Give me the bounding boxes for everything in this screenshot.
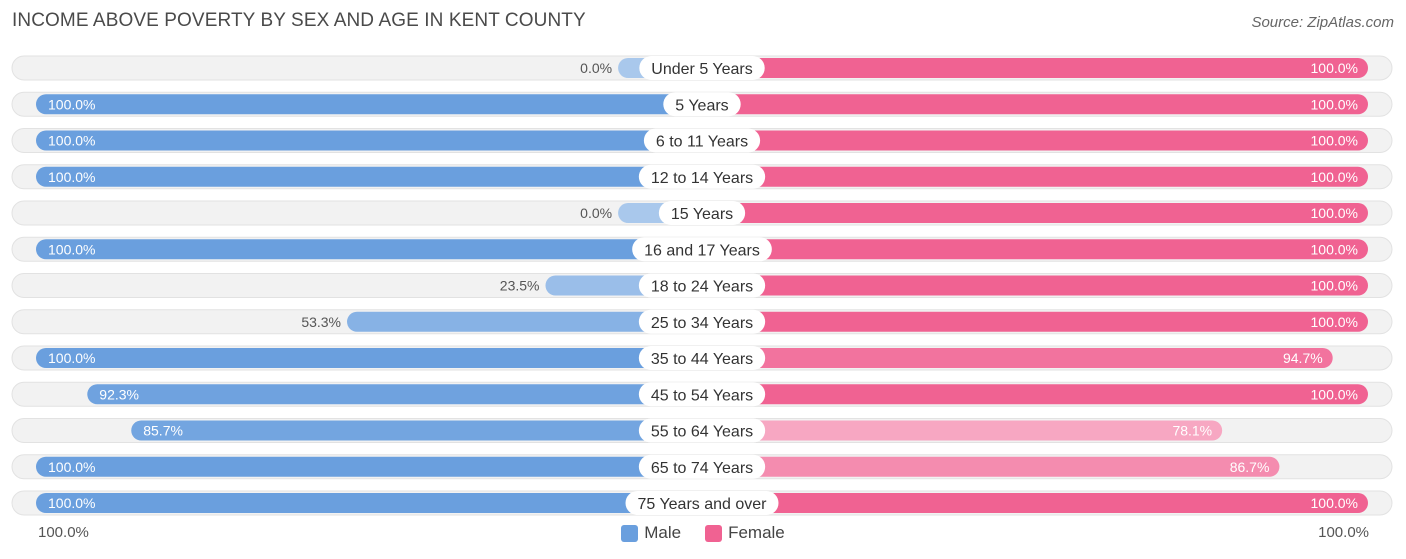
female-bar: [702, 166, 1368, 187]
category-label: 12 to 14 Years: [651, 170, 753, 187]
category-pill: [639, 56, 765, 80]
category-label: 65 to 74 Years: [651, 460, 753, 477]
male-bar: [36, 94, 702, 115]
female-value-label: 100.0%: [1311, 241, 1358, 257]
male-value-label: 100.0%: [48, 459, 95, 475]
category-label: 15 Years: [671, 206, 733, 223]
female-value-label: 100.0%: [1311, 278, 1358, 294]
male-value-label: 100.0%: [48, 495, 95, 511]
female-value-label: 100.0%: [1311, 96, 1358, 112]
male-bar: [36, 493, 702, 513]
category-pill: [625, 491, 779, 515]
male-value-label: 23.5%: [500, 278, 540, 294]
category-label: 25 to 34 Years: [651, 315, 753, 332]
category-pill: [643, 128, 761, 153]
female-bar: [702, 384, 1368, 405]
female-value-label: 100.0%: [1311, 314, 1358, 330]
category-label: 16 and 17 Years: [644, 242, 760, 259]
category-label: 6 to 11 Years: [656, 134, 748, 151]
female-swatch: [705, 524, 723, 542]
male-bar: [36, 348, 702, 368]
female-value-label: 100.0%: [1311, 495, 1358, 511]
female-bar: [702, 348, 1333, 368]
male-bar: [36, 166, 702, 187]
axis-left-label: 100.0%: [38, 524, 89, 541]
female-bar: [702, 493, 1368, 513]
axis-right-label: 100.0%: [1318, 524, 1369, 541]
category-pill: [663, 92, 741, 117]
legend-item-male: Male: [621, 523, 681, 543]
female-bar: [702, 94, 1368, 115]
legend-female-label: Female: [728, 523, 785, 542]
category-pill: [638, 309, 766, 334]
female-value-label: 100.0%: [1311, 205, 1358, 221]
category-pill: [632, 237, 772, 262]
male-value-label: 100.0%: [48, 96, 95, 112]
male-value-label: 100.0%: [48, 169, 95, 185]
male-bar: [347, 311, 702, 332]
legend-male-label: Male: [644, 523, 682, 542]
female-bar: [702, 311, 1368, 332]
category-label: Under 5 Years: [651, 61, 752, 78]
male-bar: [36, 456, 702, 477]
legend-item-female: Female: [705, 523, 785, 543]
female-bar: [702, 239, 1368, 260]
male-value-label: 85.7%: [143, 423, 183, 439]
male-value-label: 100.0%: [48, 350, 95, 366]
female-value-label: 100.0%: [1311, 133, 1358, 149]
female-bar: [702, 456, 1280, 477]
category-pill: [638, 346, 766, 370]
male-value-label: 100.0%: [48, 241, 95, 257]
category-label: 18 to 24 Years: [651, 279, 753, 296]
diverging-bar-chart: 0.0% 100.0% Under 5 Years 100.0% 100.0% 5 Yea…: [11, 55, 1393, 516]
female-value-label: 100.0%: [1311, 60, 1358, 76]
female-value-label: 94.7%: [1283, 350, 1323, 366]
male-bar: [36, 239, 702, 260]
female-value-label: 78.1%: [1172, 423, 1212, 439]
male-value-label: 0.0%: [580, 205, 612, 221]
category-pill: [638, 454, 766, 479]
female-bar: [702, 420, 1223, 441]
category-pill: [638, 273, 766, 298]
female-bar: [702, 58, 1368, 78]
category-pill: [658, 201, 746, 225]
category-label: 55 to 64 Years: [651, 424, 753, 441]
male-value-label: 100.0%: [48, 133, 95, 149]
category-pill: [638, 164, 766, 189]
category-label: 5 Years: [675, 97, 728, 114]
category-label: 35 to 44 Years: [651, 351, 753, 368]
category-label: 45 to 54 Years: [651, 387, 753, 404]
female-value-label: 86.7%: [1230, 459, 1270, 475]
male-value-label: 92.3%: [99, 386, 139, 402]
female-bar: [702, 275, 1368, 296]
female-value-label: 100.0%: [1311, 386, 1358, 402]
legend: Male Female: [0, 523, 1406, 543]
chart-title: INCOME ABOVE POVERTY BY SEX AND AGE IN K…: [12, 10, 586, 31]
female-value-label: 100.0%: [1311, 169, 1358, 185]
category-pill: [638, 418, 766, 443]
male-bar: [131, 420, 702, 441]
male-bar: [87, 384, 703, 405]
female-bar: [702, 203, 1368, 223]
male-value-label: 0.0%: [580, 60, 612, 76]
source-label: Source: ZipAtlas.com: [1251, 14, 1394, 31]
female-bar: [702, 130, 1368, 151]
male-bar: [36, 130, 702, 151]
male-value-label: 53.3%: [301, 314, 341, 330]
category-label: 75 Years and over: [638, 496, 768, 513]
category-pill: [638, 382, 766, 407]
male-swatch: [621, 524, 639, 542]
